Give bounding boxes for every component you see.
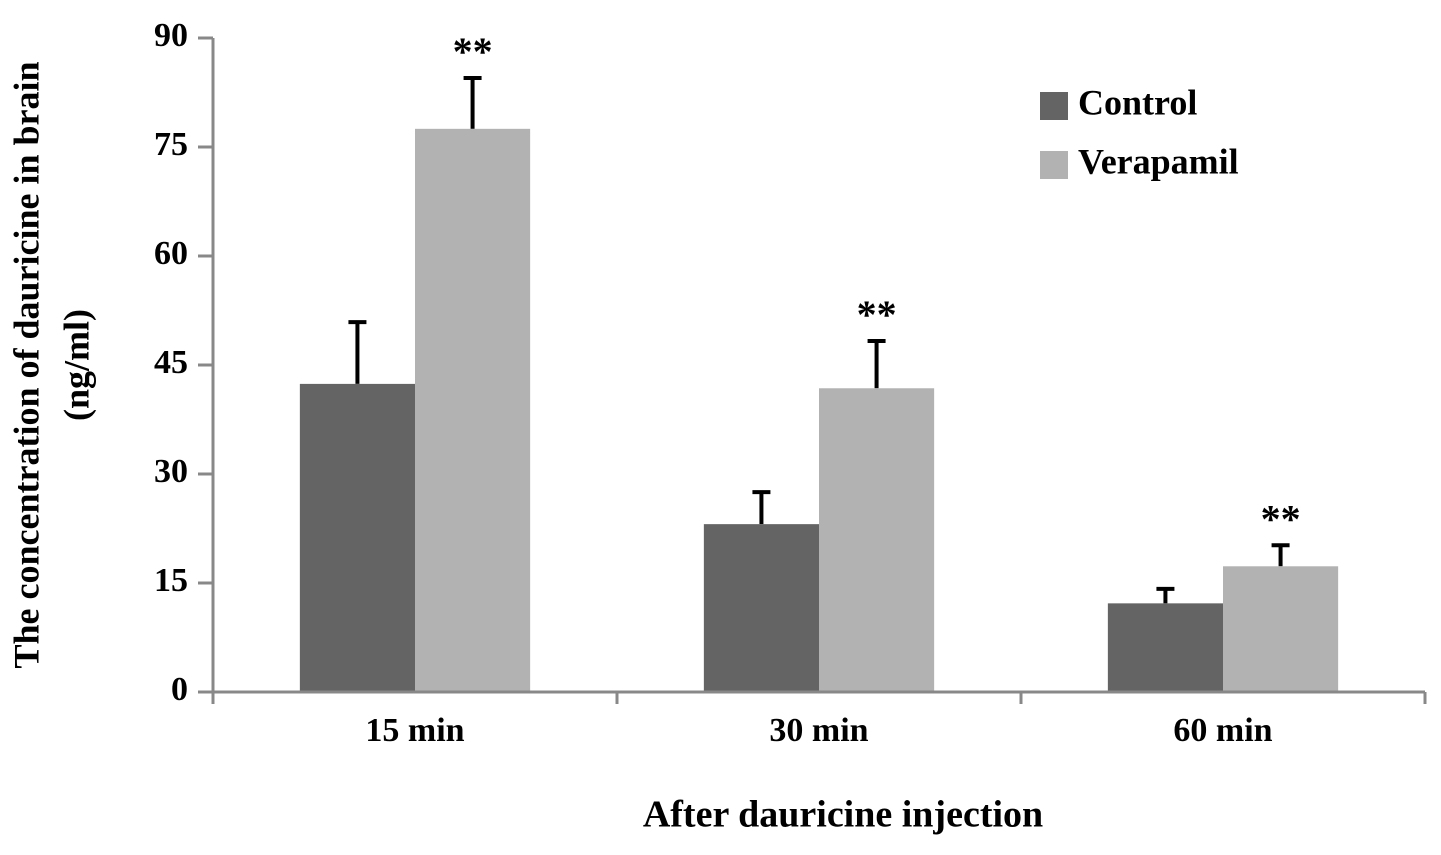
annotation: ** — [857, 292, 897, 337]
y-tick-label: 30 — [154, 453, 188, 490]
y-tick-label: 75 — [154, 126, 188, 163]
error-bar — [867, 339, 886, 389]
y-tick-label: 15 — [154, 562, 188, 599]
bar — [703, 524, 819, 692]
legend-label: Control — [1078, 82, 1197, 122]
legend-swatch — [1040, 92, 1068, 120]
error-bar — [1271, 543, 1290, 567]
x-tick-label: 60 min — [1173, 712, 1272, 749]
y-tick-label: 90 — [154, 17, 188, 54]
y-axis-title: The concentration of dauricine in brain — [6, 61, 46, 668]
bar — [1223, 566, 1339, 692]
error-bar — [348, 320, 367, 384]
bar — [819, 388, 935, 692]
annotation: ** — [453, 29, 493, 74]
y-tick-label: 0 — [171, 671, 188, 708]
legend-swatch — [1040, 151, 1068, 179]
error-bar — [1156, 586, 1175, 604]
x-tick-label: 15 min — [365, 712, 464, 749]
bar — [299, 383, 415, 692]
x-tick-label: 30 min — [769, 712, 868, 749]
error-bar — [463, 75, 482, 129]
bar — [1107, 603, 1223, 692]
y-tick-label: 60 — [154, 235, 188, 272]
x-axis-title: After dauricine injection — [643, 794, 1043, 836]
y-axis-title: (ng/ml) — [56, 309, 96, 421]
y-tick-label: 45 — [154, 344, 188, 381]
legend-label: Verapamil — [1078, 141, 1239, 181]
bar — [415, 128, 531, 693]
annotation: ** — [1261, 496, 1301, 541]
error-bar — [752, 490, 771, 525]
